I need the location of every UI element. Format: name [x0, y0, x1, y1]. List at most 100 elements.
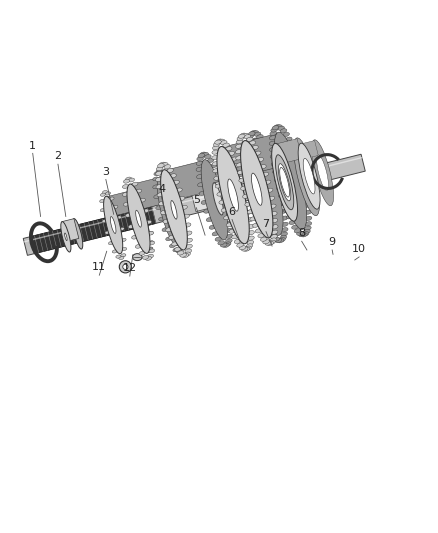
Ellipse shape — [282, 222, 288, 227]
Ellipse shape — [179, 241, 185, 245]
Ellipse shape — [219, 187, 226, 190]
Ellipse shape — [148, 249, 155, 253]
Ellipse shape — [198, 182, 204, 187]
Ellipse shape — [231, 157, 237, 161]
Ellipse shape — [236, 171, 243, 175]
Ellipse shape — [148, 231, 153, 235]
Ellipse shape — [305, 216, 312, 221]
Ellipse shape — [153, 177, 159, 181]
Ellipse shape — [271, 230, 278, 235]
Ellipse shape — [274, 177, 281, 182]
Ellipse shape — [127, 202, 132, 205]
Ellipse shape — [246, 153, 252, 157]
Ellipse shape — [122, 192, 128, 196]
Ellipse shape — [304, 203, 311, 207]
Ellipse shape — [127, 184, 150, 253]
Ellipse shape — [224, 242, 231, 246]
Text: 11: 11 — [92, 262, 106, 272]
Ellipse shape — [215, 184, 222, 188]
Ellipse shape — [139, 252, 145, 255]
Ellipse shape — [273, 237, 279, 241]
Ellipse shape — [272, 126, 279, 130]
Ellipse shape — [300, 233, 307, 237]
Ellipse shape — [249, 175, 256, 180]
Ellipse shape — [213, 142, 220, 147]
Ellipse shape — [278, 126, 285, 131]
Ellipse shape — [223, 143, 230, 147]
Ellipse shape — [243, 194, 249, 198]
Ellipse shape — [300, 180, 307, 184]
Ellipse shape — [277, 239, 284, 243]
Ellipse shape — [196, 161, 203, 165]
Ellipse shape — [143, 248, 148, 252]
Ellipse shape — [105, 231, 110, 234]
Ellipse shape — [145, 256, 152, 260]
Ellipse shape — [272, 169, 279, 174]
Text: 9: 9 — [328, 237, 336, 247]
Ellipse shape — [281, 201, 288, 205]
Ellipse shape — [225, 147, 232, 151]
Ellipse shape — [156, 169, 162, 173]
Ellipse shape — [170, 174, 177, 178]
Ellipse shape — [271, 219, 278, 223]
Ellipse shape — [128, 224, 134, 229]
Ellipse shape — [157, 192, 164, 197]
Ellipse shape — [296, 164, 303, 168]
Ellipse shape — [162, 175, 168, 179]
Ellipse shape — [162, 228, 168, 231]
Ellipse shape — [247, 209, 254, 214]
Ellipse shape — [131, 190, 150, 247]
Ellipse shape — [215, 237, 222, 241]
Ellipse shape — [279, 201, 286, 206]
Ellipse shape — [198, 154, 205, 158]
Ellipse shape — [139, 243, 145, 246]
Ellipse shape — [109, 197, 114, 200]
Ellipse shape — [125, 213, 131, 217]
Ellipse shape — [247, 217, 254, 222]
Ellipse shape — [207, 158, 214, 163]
Ellipse shape — [253, 191, 259, 196]
Ellipse shape — [247, 240, 254, 245]
Ellipse shape — [166, 182, 172, 185]
Ellipse shape — [312, 140, 334, 206]
Ellipse shape — [247, 160, 253, 164]
Ellipse shape — [176, 213, 182, 216]
Ellipse shape — [164, 165, 171, 169]
Ellipse shape — [271, 235, 277, 239]
Ellipse shape — [127, 192, 132, 196]
Ellipse shape — [156, 206, 162, 209]
Ellipse shape — [279, 238, 285, 242]
Ellipse shape — [136, 190, 141, 193]
Ellipse shape — [143, 209, 149, 213]
Ellipse shape — [178, 247, 184, 251]
Ellipse shape — [132, 224, 137, 228]
Polygon shape — [214, 177, 241, 204]
Ellipse shape — [268, 240, 275, 244]
Text: 6: 6 — [229, 207, 236, 216]
Ellipse shape — [255, 199, 261, 204]
Ellipse shape — [213, 170, 220, 174]
Ellipse shape — [204, 209, 210, 213]
Ellipse shape — [197, 157, 204, 160]
Ellipse shape — [145, 220, 152, 224]
Ellipse shape — [154, 195, 160, 198]
Ellipse shape — [272, 225, 278, 229]
Ellipse shape — [298, 143, 320, 209]
Ellipse shape — [255, 229, 262, 233]
Ellipse shape — [117, 216, 121, 219]
Ellipse shape — [217, 192, 223, 196]
Ellipse shape — [259, 138, 266, 142]
Ellipse shape — [122, 247, 127, 251]
Ellipse shape — [135, 189, 141, 193]
Ellipse shape — [274, 125, 280, 129]
Ellipse shape — [116, 255, 121, 258]
Ellipse shape — [219, 200, 226, 204]
Ellipse shape — [278, 193, 285, 198]
Ellipse shape — [240, 133, 247, 138]
Ellipse shape — [268, 231, 275, 235]
Polygon shape — [130, 177, 167, 211]
Ellipse shape — [143, 209, 148, 212]
Text: 7: 7 — [262, 219, 269, 229]
Ellipse shape — [246, 244, 253, 248]
Polygon shape — [23, 154, 365, 255]
